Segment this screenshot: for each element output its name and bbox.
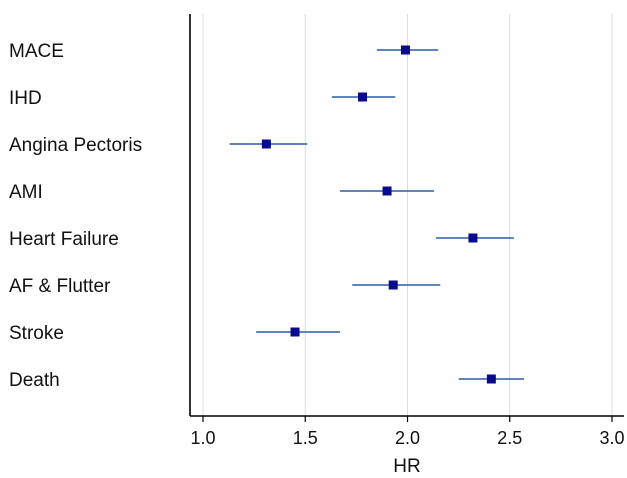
hr-marker — [486, 374, 496, 384]
confidence-intervals — [229, 49, 525, 380]
category-label: Death — [9, 370, 60, 391]
hr-marker — [382, 186, 392, 196]
hr-marker — [400, 45, 410, 55]
category-labels: MACE IHD Angina Pectoris AMI Heart Failure AF… — [9, 41, 142, 391]
category-label: AF & Flutter — [9, 276, 111, 297]
hr-marker — [468, 233, 478, 243]
hr-marker — [388, 280, 398, 290]
x-tick-label: 1.0 — [190, 428, 215, 448]
hr-marker — [358, 92, 368, 102]
x-tick-label: 1.5 — [293, 428, 318, 448]
category-label: Stroke — [9, 323, 64, 344]
x-axis-title: HR — [393, 456, 420, 477]
x-tick-label: 2.0 — [395, 428, 420, 448]
x-tick-labels: 1.0 1.5 2.0 2.5 3.0 — [190, 428, 624, 448]
grid-lines — [202, 14, 613, 416]
hr-marker — [290, 327, 300, 337]
category-label: MACE — [9, 41, 64, 62]
axes — [189, 14, 624, 422]
x-tick-label: 3.0 — [599, 428, 624, 448]
x-tick-label: 2.5 — [497, 428, 522, 448]
category-label: AMI — [9, 182, 43, 203]
hazard-ratio-markers — [261, 45, 496, 384]
category-label: IHD — [9, 88, 42, 109]
category-label: Heart Failure — [9, 229, 119, 250]
hr-marker — [261, 139, 271, 149]
category-label: Angina Pectoris — [9, 135, 142, 156]
